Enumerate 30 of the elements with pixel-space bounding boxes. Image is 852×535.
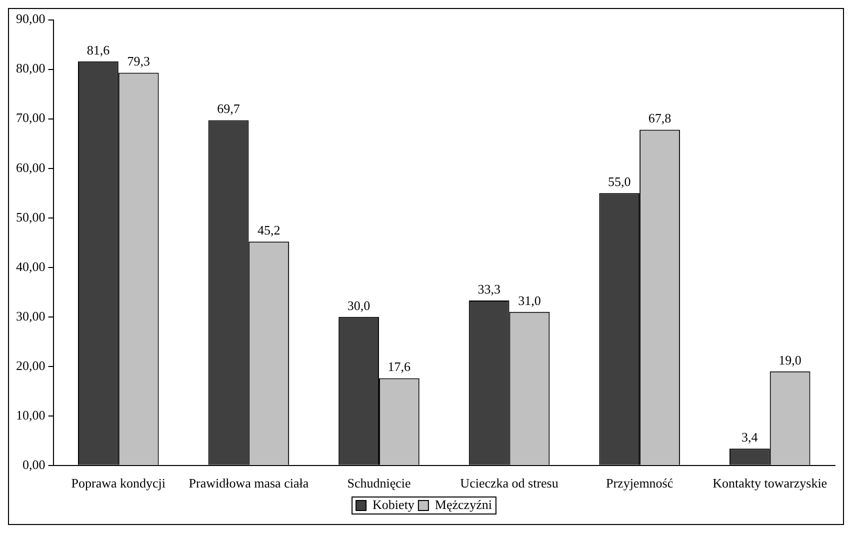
y-tick-label: 60,00 bbox=[16, 160, 46, 175]
data-label: 79,3 bbox=[127, 54, 150, 69]
y-tick-label: 10,00 bbox=[16, 407, 46, 422]
x-tick-label: Poprawa kondycji bbox=[71, 476, 166, 491]
y-tick-label: 50,00 bbox=[16, 209, 46, 224]
data-label: 3,4 bbox=[742, 429, 758, 444]
data-label: 81,6 bbox=[86, 42, 110, 58]
x-tick-label: Schudnięcie bbox=[347, 476, 411, 491]
data-label: 69,7 bbox=[217, 101, 240, 116]
data-label: 30,0 bbox=[347, 298, 370, 313]
y-tick-label: 90,00 bbox=[16, 11, 46, 26]
x-tick-label: Przyjemność bbox=[606, 476, 674, 491]
data-label: 55,0 bbox=[608, 174, 631, 190]
y-tick-label: 0,00 bbox=[22, 456, 46, 472]
y-tick-label: 30,00 bbox=[16, 308, 46, 324]
y-tick-label: 20,00 bbox=[16, 358, 46, 373]
legend-label: Mężczyźni bbox=[434, 496, 492, 512]
y-tick-label: 80,00 bbox=[16, 60, 46, 76]
data-label: 67,8 bbox=[648, 110, 672, 126]
data-label: 31,0 bbox=[518, 292, 541, 308]
x-tick-label: Kontakty towarzyskie bbox=[712, 476, 828, 491]
data-label: 45,2 bbox=[258, 222, 280, 238]
data-label: 17,6 bbox=[388, 359, 412, 374]
data-label: 33,3 bbox=[478, 281, 500, 296]
y-tick-label: 40,00 bbox=[16, 258, 46, 274]
data-label: 19,0 bbox=[778, 352, 802, 368]
x-tick-label: Ucieczka od stresu bbox=[460, 476, 559, 491]
y-tick-label: 70,00 bbox=[16, 110, 46, 126]
x-tick-label: Prawidłowa masa ciała bbox=[188, 476, 309, 491]
legend-label: Kobiety bbox=[372, 496, 415, 512]
